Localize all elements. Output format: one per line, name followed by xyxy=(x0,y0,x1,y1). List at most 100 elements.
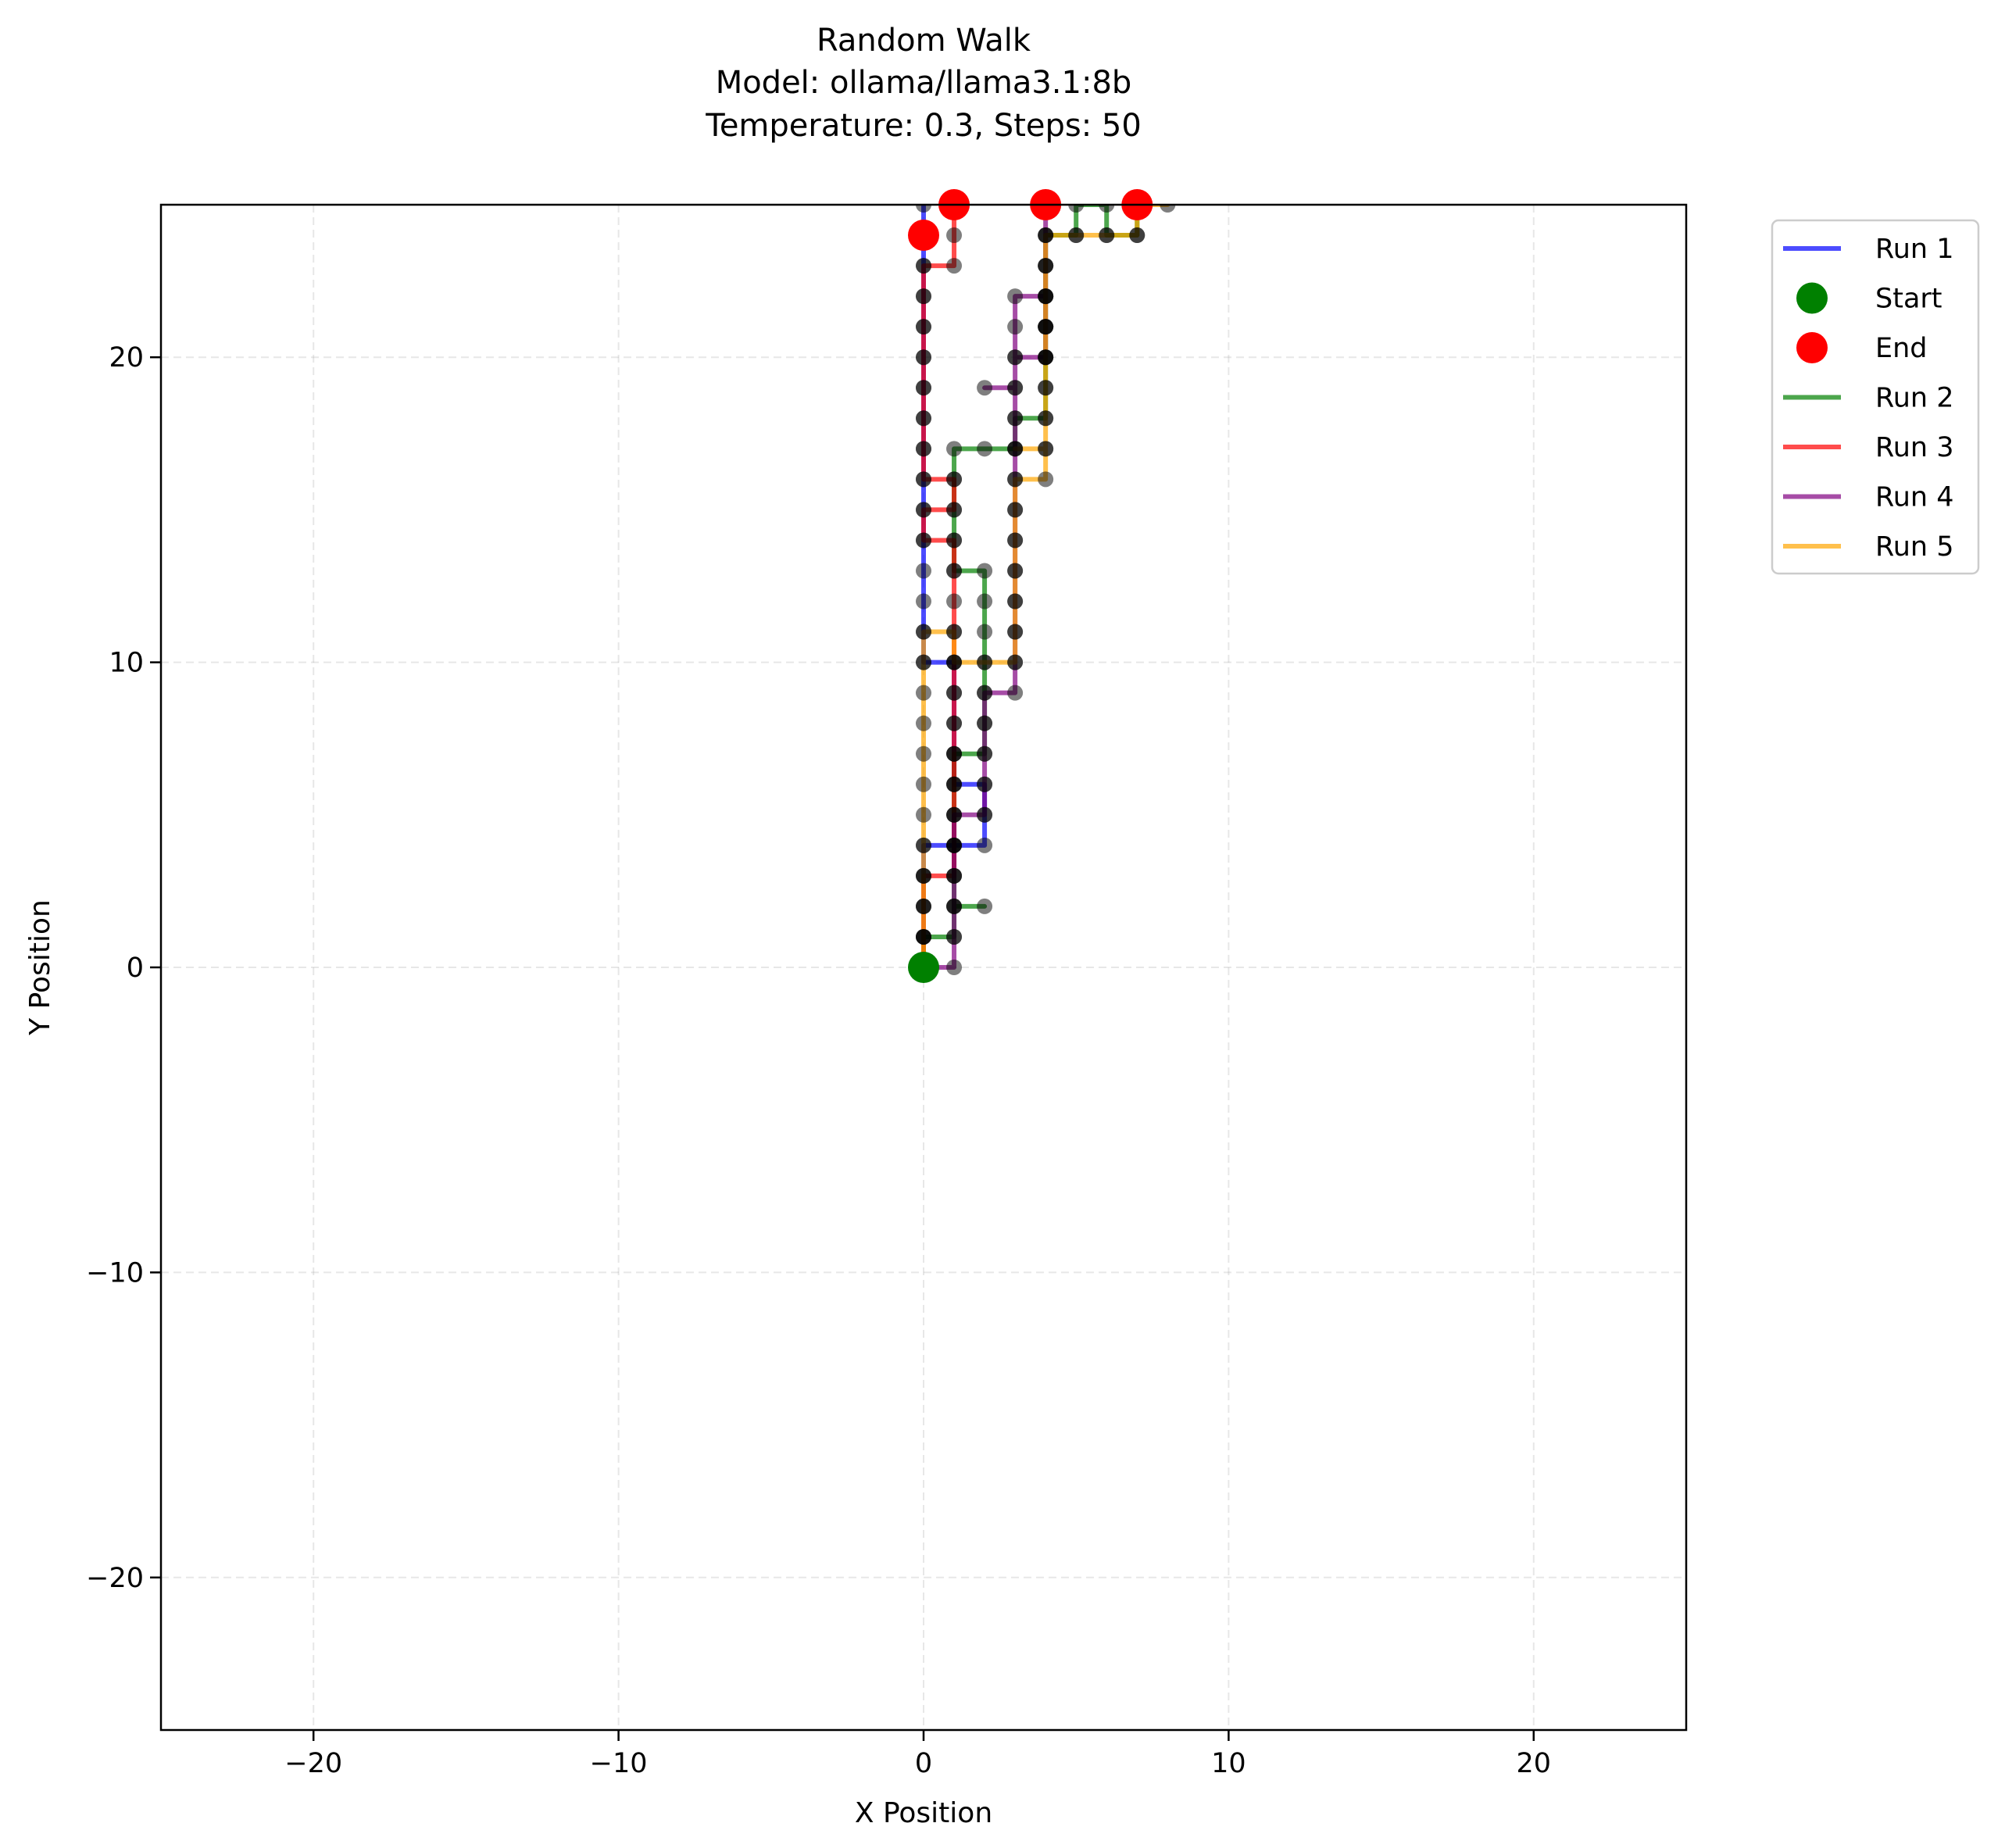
data-point-run-3 xyxy=(946,258,963,274)
series-line-run-3 xyxy=(921,205,957,970)
data-point-run-5 xyxy=(916,806,931,823)
x-axis-ticks: −20 −10 0 10 20 xyxy=(284,1730,1551,1779)
data-point-run-3 xyxy=(946,471,963,488)
data-point-run-2 xyxy=(977,593,993,609)
data-point-run-5 xyxy=(1007,563,1024,579)
legend-item-start: Start xyxy=(1796,282,1942,315)
data-point-run-3 xyxy=(946,745,963,762)
data-point-run-3 xyxy=(916,532,931,549)
data-point-run-4 xyxy=(977,715,993,731)
data-point-run-3 xyxy=(946,715,963,731)
y-tick-label: −20 xyxy=(86,1563,144,1594)
data-point-run-5 xyxy=(1007,654,1024,670)
legend-label: Run 4 xyxy=(1875,482,1954,513)
data-point-run-5 xyxy=(1038,410,1054,427)
data-point-run-3 xyxy=(946,502,963,518)
data-point-run-5 xyxy=(916,776,931,792)
legend-item-run-4: Run 4 xyxy=(1783,482,1954,513)
legend-label: Run 2 xyxy=(1875,383,1954,414)
legend-label: End xyxy=(1875,333,1928,364)
y-tick-label: 0 xyxy=(127,953,144,984)
data-point-run-5 xyxy=(916,745,931,762)
legend-item-run-2: Run 2 xyxy=(1783,383,1954,414)
chart-title: Random Walk Model: ollama/llama3.1:8b Te… xyxy=(705,23,1142,144)
data-point-run-5 xyxy=(977,654,993,670)
title-line-2: Model: ollama/llama3.1:8b xyxy=(716,65,1132,101)
data-point-run-2 xyxy=(977,624,993,640)
data-point-run-2 xyxy=(946,441,963,457)
data-point-run-4 xyxy=(977,685,993,701)
end-marker xyxy=(908,220,939,252)
data-point-run-2 xyxy=(977,441,993,457)
data-point-run-5 xyxy=(1068,227,1085,244)
data-point-run-4 xyxy=(1007,410,1024,427)
data-point-run-3 xyxy=(946,227,963,244)
data-point-run-3 xyxy=(916,258,931,274)
data-point-run-2 xyxy=(977,898,993,914)
data-point-run-5 xyxy=(916,837,931,853)
data-point-run-4 xyxy=(1007,349,1024,366)
data-point-run-5 xyxy=(916,867,931,884)
data-point-run-5 xyxy=(1038,471,1054,488)
data-point-run-5 xyxy=(1038,319,1054,335)
data-point-run-3 xyxy=(916,502,931,518)
data-point-run-2 xyxy=(1068,205,1085,213)
data-point-run-3 xyxy=(916,288,931,305)
title-line-1: Random Walk xyxy=(817,23,1031,59)
data-point-run-2 xyxy=(977,563,993,579)
legend-frame xyxy=(1771,219,1980,575)
legend-swatch xyxy=(1796,282,1828,314)
legend-item-end: End xyxy=(1796,332,1928,364)
data-point-run-5 xyxy=(916,928,931,945)
legend-label: Run 1 xyxy=(1875,234,1954,265)
legend-label: Run 5 xyxy=(1875,531,1954,563)
data-point-run-3 xyxy=(946,776,963,792)
legend-swatch xyxy=(1796,332,1828,363)
data-point-run-4 xyxy=(946,960,963,975)
data-point-run-1 xyxy=(916,205,931,213)
data-point-run-4 xyxy=(946,837,963,853)
data-point-run-5 xyxy=(916,654,931,670)
data-point-run-5 xyxy=(1007,471,1024,488)
title-line-3: Temperature: 0.3, Steps: 50 xyxy=(705,108,1142,144)
data-point-run-5 xyxy=(1129,227,1145,244)
legend-item-run-5: Run 5 xyxy=(1783,531,1954,563)
data-point-run-5 xyxy=(916,624,931,640)
data-point-run-5 xyxy=(1007,441,1024,457)
data-point-run-3 xyxy=(916,471,931,488)
legend-item-run-3: Run 3 xyxy=(1783,432,1954,463)
data-point-run-5 xyxy=(1007,502,1024,518)
data-point-run-4 xyxy=(946,867,963,884)
data-point-run-4 xyxy=(946,806,963,823)
data-point-run-4 xyxy=(946,928,963,945)
data-point-run-4 xyxy=(1007,288,1024,305)
data-point-run-5 xyxy=(1007,593,1024,609)
y-tick-label: 10 xyxy=(109,648,144,679)
legend-item-run-1: Run 1 xyxy=(1783,234,1954,265)
data-point-run-3 xyxy=(916,441,931,457)
data-point-run-5 xyxy=(1038,258,1054,274)
data-point-run-5 xyxy=(1038,288,1054,305)
data-point-run-4 xyxy=(1007,380,1024,396)
data-point-run-3 xyxy=(946,563,963,579)
data-point-run-1 xyxy=(977,837,993,853)
y-axis-ticks: −20 −10 0 10 20 xyxy=(86,342,161,1594)
y-tick-label: −10 xyxy=(86,1257,144,1289)
y-tick-label: 20 xyxy=(109,342,144,374)
data-point-run-2 xyxy=(1099,205,1115,213)
data-point-run-5 xyxy=(1160,205,1176,213)
data-point-run-3 xyxy=(916,319,931,335)
data-point-run-3 xyxy=(946,532,963,549)
data-point-run-5 xyxy=(1099,227,1115,244)
data-point-run-1 xyxy=(916,563,931,579)
data-point-run-5 xyxy=(916,685,931,701)
data-point-run-4 xyxy=(1007,685,1024,701)
x-tick-label: 10 xyxy=(1211,1748,1246,1779)
data-point-run-5 xyxy=(1038,380,1054,396)
data-point-run-4 xyxy=(977,380,993,396)
data-point-run-3 xyxy=(916,410,931,427)
data-point-run-5 xyxy=(1038,227,1054,244)
data-point-run-5 xyxy=(1038,441,1054,457)
x-tick-label: 0 xyxy=(915,1748,932,1779)
data-point-run-4 xyxy=(977,776,993,792)
